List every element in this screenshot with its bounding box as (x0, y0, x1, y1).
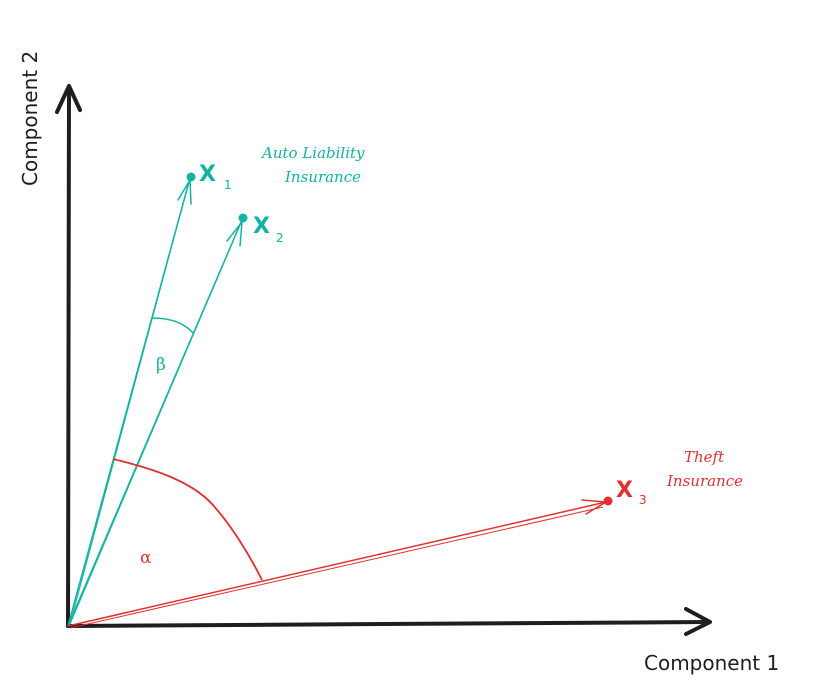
svg-text:X: X (616, 478, 633, 503)
svg-text:Auto Liability: Auto Liability (260, 144, 365, 162)
svg-text:Insurance: Insurance (666, 472, 743, 490)
svg-text:3: 3 (639, 493, 647, 507)
svg-text:Theft: Theft (684, 448, 725, 466)
vector-x2 (67, 213, 248, 627)
x1-point (186, 172, 196, 182)
auto-liability-label: Auto Liability Insurance (260, 144, 365, 186)
vector-x1 (67, 172, 196, 627)
alpha-label: α (140, 548, 152, 568)
x-axis-arrowhead (684, 607, 712, 636)
vector-x3 (67, 496, 613, 629)
svg-text:X: X (199, 162, 216, 187)
alpha-arc (112, 458, 263, 581)
svg-text:2: 2 (276, 231, 284, 245)
svg-text:Insurance: Insurance (284, 168, 361, 186)
x-axis (66, 620, 710, 628)
beta-label: β (156, 355, 166, 375)
svg-text:X: X (253, 214, 270, 239)
theft-insurance-label: Theft Insurance (666, 448, 743, 490)
x2-label: X 2 (253, 214, 284, 245)
axes (55, 84, 712, 636)
x3-label: X 3 (616, 478, 647, 507)
x3-point (603, 496, 613, 506)
y-axis (66, 86, 71, 628)
y-axis-label: Component 2 (18, 51, 42, 186)
x1-label: X 1 (199, 162, 232, 192)
x-axis-label: Component 1 (644, 651, 779, 675)
beta-arc (151, 317, 194, 334)
y-axis-arrowhead (55, 84, 82, 114)
x2-point (238, 213, 248, 223)
svg-text:1: 1 (224, 178, 232, 192)
